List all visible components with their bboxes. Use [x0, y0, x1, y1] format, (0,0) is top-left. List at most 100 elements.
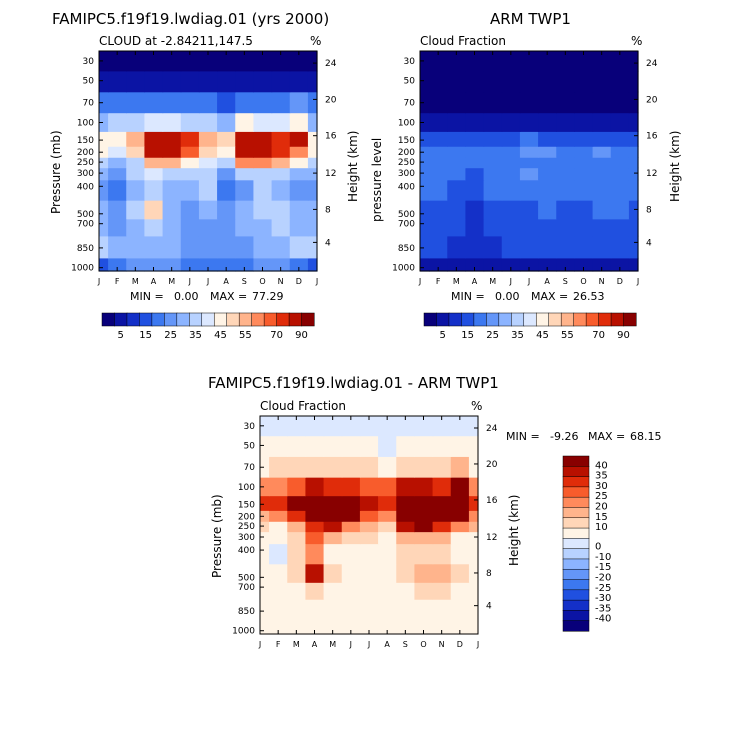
heatmap-cell [628, 235, 639, 259]
pressure-tick-label: 250 [77, 158, 94, 168]
heatmap-cell [396, 582, 416, 600]
month-tick-label: J [636, 277, 639, 286]
heatmap-cell [260, 582, 270, 600]
heatmap-cell [126, 257, 146, 272]
colorbar-swatch [114, 312, 128, 327]
heatmap-cell [126, 51, 146, 72]
heatmap-cell [519, 157, 539, 169]
heatmap-cell [126, 131, 146, 147]
heatmap-cell [287, 456, 307, 478]
panel-diff-subtitle: Cloud Fraction [260, 399, 346, 413]
heatmap-cell [429, 257, 448, 272]
heatmap-cell [307, 70, 318, 93]
heatmap-cell [432, 435, 452, 457]
month-tick-label: S [563, 277, 568, 286]
heatmap-cell [289, 70, 309, 93]
heatmap-cell [432, 477, 452, 497]
heatmap-cell [468, 477, 479, 497]
colorbar-label: 35 [189, 330, 202, 341]
heatmap-cell [610, 257, 630, 272]
heatmap-cell [420, 112, 430, 132]
heatmap-cell [162, 167, 182, 181]
heatmap-cell [538, 257, 557, 272]
colorbar-swatch [562, 496, 590, 509]
panel-diff-title: FAMIPC5.f19f19.lwdiag.01 - ARM TWP1 [208, 374, 499, 392]
height-tick-label: 4 [486, 602, 492, 612]
heatmap-cell [432, 531, 452, 545]
panel-diff-max-label: MAX = [588, 430, 625, 443]
heatmap-cell [465, 70, 485, 93]
colorbar-swatch [562, 620, 590, 632]
heatmap-cell [180, 131, 200, 147]
heatmap-cell [162, 146, 182, 158]
heatmap-cell [269, 456, 288, 478]
month-tick-label: F [276, 640, 281, 649]
heatmap-cell [450, 563, 470, 583]
heatmap-cell [108, 112, 127, 132]
heatmap-cell [414, 456, 434, 478]
heatmap-cell [414, 416, 434, 437]
pressure-tick-label: 850 [77, 244, 94, 254]
heatmap-cell [465, 112, 485, 132]
heatmap-cell [378, 495, 397, 511]
colorbar-swatch [164, 312, 178, 327]
heatmap-cell [269, 543, 288, 565]
heatmap-cell [628, 157, 639, 169]
heatmap-cell [468, 510, 479, 522]
heatmap-cell [126, 179, 146, 201]
heatmap-cell [429, 131, 448, 147]
heatmap-cell [465, 257, 485, 272]
heatmap-cell [180, 70, 200, 93]
heatmap-cell [235, 146, 255, 158]
heatmap-cell [519, 131, 539, 147]
heatmap-cell [235, 257, 255, 272]
heatmap-cell [429, 200, 448, 220]
heatmap-cell [420, 167, 430, 181]
heatmap-cell [519, 112, 539, 132]
heatmap-cell [450, 582, 470, 600]
heatmap-cell [341, 416, 361, 437]
heatmap-cell [99, 179, 109, 201]
heatmap-cell [108, 70, 127, 93]
heatmap-cell [556, 179, 576, 201]
height-tick-label: 24 [486, 424, 498, 434]
heatmap-cell [556, 218, 576, 237]
heatmap-cell [305, 416, 325, 437]
heatmap-cell [108, 167, 127, 181]
heatmap-cell [378, 477, 397, 497]
heatmap-cell [260, 620, 270, 635]
month-tick-label: J [258, 640, 261, 649]
heatmap-cell [465, 131, 485, 147]
heatmap-cell [287, 435, 307, 457]
heatmap-cell [483, 257, 503, 272]
heatmap-cell [450, 510, 470, 522]
panel-diff-heatmap [260, 416, 479, 635]
heatmap-cell [162, 70, 182, 93]
heatmap-cell [628, 167, 639, 181]
colorbar-swatch [573, 312, 587, 327]
heatmap-cell [574, 91, 594, 114]
colorbar-label: -15 [595, 562, 611, 573]
heatmap-cell [307, 91, 318, 114]
heatmap-cell [429, 235, 448, 259]
heatmap-cell [450, 456, 470, 478]
heatmap-cell [217, 157, 236, 169]
heatmap-cell [162, 179, 182, 201]
pressure-tick-label: 150 [238, 500, 255, 510]
heatmap-cell [289, 91, 309, 114]
heatmap-cell [574, 218, 594, 237]
colorbar-swatch [263, 312, 278, 327]
heatmap-cell [305, 521, 325, 533]
heatmap-cell [305, 477, 325, 497]
colorbar-swatch [251, 312, 265, 327]
panel-model-subtitle: CLOUD at -2.84211,147.5 [99, 34, 253, 48]
heatmap-cell [432, 521, 452, 533]
heatmap-cell [447, 131, 467, 147]
pressure-tick-label: 700 [77, 220, 94, 230]
heatmap-cell [396, 435, 416, 457]
heatmap-cell [235, 112, 255, 132]
heatmap-cell [414, 531, 434, 545]
colorbar-swatch [610, 312, 625, 327]
colorbar-swatch [288, 312, 303, 327]
